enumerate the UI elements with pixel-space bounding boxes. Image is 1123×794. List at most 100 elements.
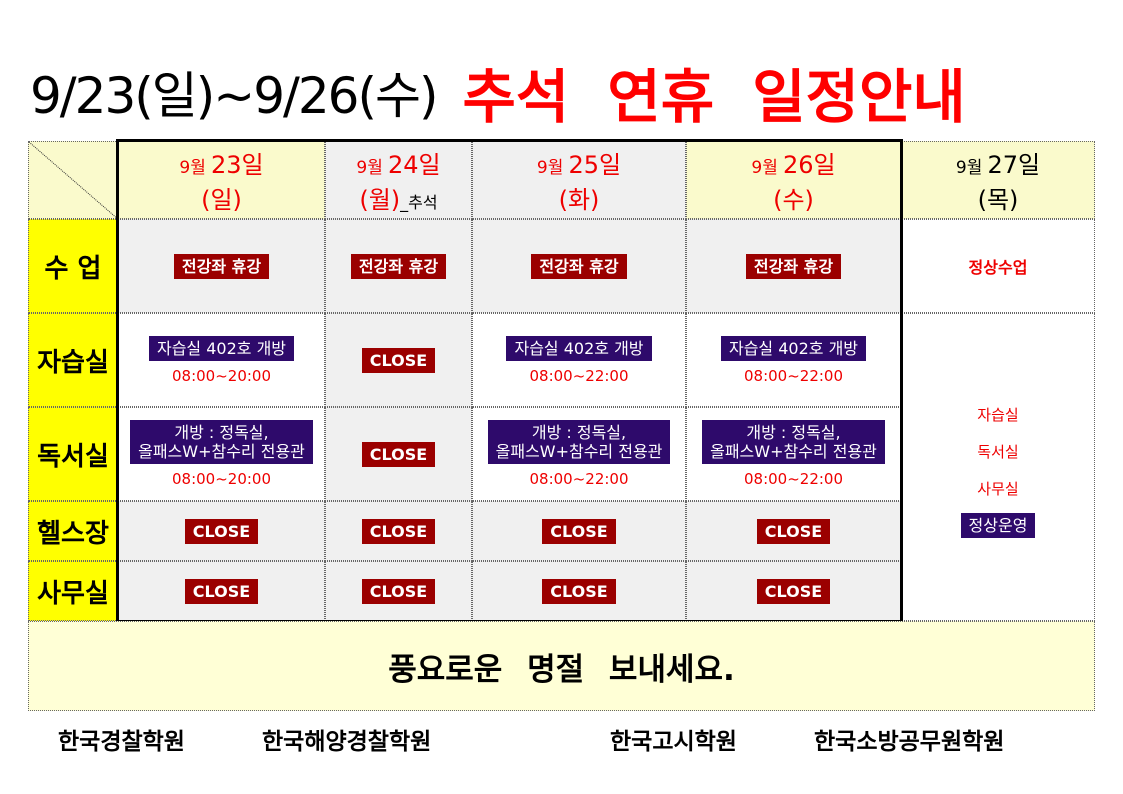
schedule-cell: 개방 : 정독실, 올패스W+참수리 전용관 08:00~22:00 [686,407,901,501]
normal-operation-badge: 정상운영 [960,513,1036,538]
date-header: 9월 24일 (월)_추석 [325,141,472,219]
schedule-cell: CLOSE [118,561,325,621]
normal-class-text: 정상수업 [968,258,1028,277]
open-badge: 전강좌 휴강 [350,253,447,279]
title-dates: 9/23(일)~9/26(수) [30,67,438,125]
date-line: 9월 26일 [751,145,835,180]
facility-label: 사무실 [977,480,1019,498]
day-label: 26일 [782,151,836,179]
academy-name: 한국해양경찰학원 [262,729,432,755]
day-label: 23일 [210,151,264,179]
row-header: 수 업 [28,219,118,313]
row-label: 사무실 [37,578,109,609]
close-badge: CLOSE [361,578,436,604]
day-label: 24일 [387,151,441,179]
weekday-line: (월)_추석 [359,180,437,215]
open-badge: 개방 : 정독실, 올패스W+참수리 전용관 [702,420,885,464]
date-header: 9월 27일 (목) [901,141,1095,219]
close-badge: CLOSE [361,441,436,467]
diagonal-line [29,142,119,220]
close-badge: CLOSE [542,518,616,544]
row-label: 수 업 [44,253,102,284]
close-badge: CLOSE [184,518,259,544]
open-badge: 전강좌 휴강 [745,253,842,279]
academy-name: 한국고시학원 [610,729,737,755]
hours-text: 08:00~22:00 [529,470,629,488]
close-badge: CLOSE [361,347,436,373]
weekday-label: (수) [773,186,814,214]
month-label: 9월 [536,158,564,178]
date-line: 9월 27일 [956,145,1040,180]
schedule-cell: 전강좌 휴강 [472,219,686,313]
date-header: 9월 23일 (일) [118,141,325,219]
close-badge: CLOSE [756,578,831,604]
day27-class-cell: 정상수업 [901,219,1095,313]
date-line: 9월 24일 [356,145,440,180]
day-label: 25일 [568,151,622,179]
weekday-label: (목) [977,186,1019,214]
open-badge: 개방 : 정독실, 올패스W+참수리 전용관 [130,420,313,464]
schedule-cell: 자습실 402호 개방 08:00~22:00 [686,313,901,407]
row-label: 헬스장 [37,518,109,549]
day-label: 27일 [987,151,1041,179]
close-badge: CLOSE [361,518,436,544]
row-label: 독서실 [37,441,109,472]
close-badge: CLOSE [542,578,616,604]
schedule-cell: 전강좌 휴강 [118,219,325,313]
row-header: 자습실 [28,313,118,407]
schedule-cell: CLOSE [325,501,472,561]
weekday-label: (일) [201,186,242,214]
month-label: 9월 [356,158,383,178]
row-header: 헬스장 [28,501,118,561]
schedule-cell: CLOSE [686,561,901,621]
close-badge: CLOSE [184,578,259,604]
open-badge: 자습실 402호 개방 [506,335,652,361]
schedule-cell: CLOSE [325,561,472,621]
weekday-label: (월) [359,186,401,214]
month-label: 9월 [179,158,206,178]
row-label: 자습실 [37,347,109,378]
schedule-cell: CLOSE [472,501,686,561]
title-main: 추석 연휴 일정안내 [462,63,966,131]
schedule-cell: CLOSE [325,313,472,407]
open-badge: 자습실 402호 개방 [148,335,295,361]
weekday-line: (화) [559,180,600,215]
hours-text: 08:00~22:00 [743,470,844,488]
date-line: 9월 25일 [537,145,621,180]
schedule-cell: 전강좌 휴강 [686,219,901,313]
month-label: 9월 [955,158,983,178]
weekday-line: (일) [201,180,242,215]
open-badge: 개방 : 정독실, 올패스W+참수리 전용관 [487,420,671,464]
row-header: 독서실 [28,407,118,501]
corner-cell [28,141,119,220]
schedule-cell: 개방 : 정독실, 올패스W+참수리 전용관 08:00~22:00 [472,407,686,501]
facility-label: 자습실 [977,406,1019,424]
month-label: 9월 [751,158,778,178]
close-badge: CLOSE [756,518,831,544]
hours-text: 08:00~20:00 [171,366,272,385]
weekday-line: (수) [773,180,814,215]
open-badge: 전강좌 휴강 [173,253,270,279]
page-title: 9/23(일)~9/26(수) 추석 연휴 일정안내 [30,52,966,132]
schedule-cell: CLOSE [472,561,686,621]
date-line: 9월 23일 [179,145,263,180]
schedule-cell: 자습실 402호 개방 08:00~20:00 [118,313,325,407]
schedule-cell: CLOSE [325,407,472,501]
hours-text: 08:00~20:00 [171,470,272,488]
facility-label: 독서실 [977,443,1019,461]
academy-name: 한국소방공무원학원 [814,729,1005,755]
date-header: 9월 25일 (화) [472,141,686,219]
hours-text: 08:00~22:00 [529,366,629,385]
schedule-cell: CLOSE [118,501,325,561]
hours-text: 08:00~22:00 [743,366,844,385]
weekday-line: (목) [978,180,1019,215]
open-badge: 전강좌 휴강 [531,253,627,279]
date-header: 9월 26일 (수) [686,141,901,219]
schedule-cell: 자습실 402호 개방 08:00~22:00 [472,313,686,407]
row-header: 사무실 [28,561,118,621]
schedule-cell: CLOSE [686,501,901,561]
schedule-cell: 개방 : 정독실, 올패스W+참수리 전용관 08:00~20:00 [118,407,325,501]
open-badge: 자습실 402호 개방 [720,335,867,361]
weekday-label: (화) [558,186,600,214]
